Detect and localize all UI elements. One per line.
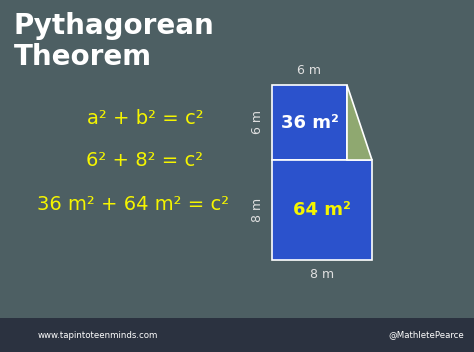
Bar — [272, 160, 372, 260]
Text: www.tapintoteenminds.com: www.tapintoteenminds.com — [38, 331, 158, 339]
Text: 6 m: 6 m — [298, 64, 321, 77]
Bar — [272, 85, 347, 160]
Polygon shape — [347, 85, 372, 160]
Text: 8 m: 8 m — [310, 268, 334, 281]
Text: @MathletePearce: @MathletePearce — [388, 331, 464, 339]
Text: 8 m: 8 m — [251, 198, 264, 222]
Text: a² + b² = c²: a² + b² = c² — [87, 108, 203, 127]
Text: 36 m²: 36 m² — [281, 113, 338, 132]
Text: 6 m: 6 m — [251, 111, 264, 134]
Text: 36 m² + 64 m² = c²: 36 m² + 64 m² = c² — [37, 195, 229, 214]
Text: Pythagorean
Theorem: Pythagorean Theorem — [14, 12, 215, 71]
Text: 64 m²: 64 m² — [293, 201, 351, 219]
Text: 6² + 8² = c²: 6² + 8² = c² — [86, 151, 203, 170]
Bar — [0, 318, 474, 352]
